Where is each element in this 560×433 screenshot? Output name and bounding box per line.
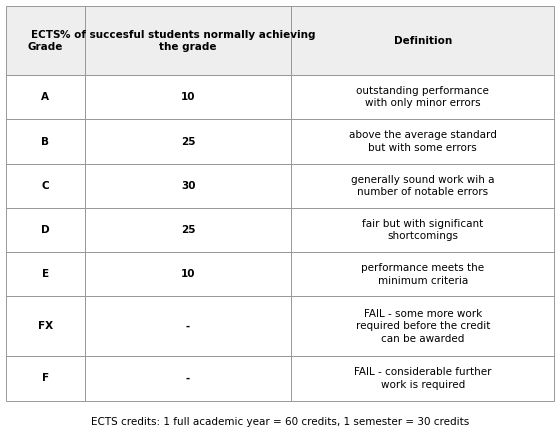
Bar xyxy=(6,120,85,164)
Bar xyxy=(85,164,291,208)
Text: 25: 25 xyxy=(181,225,195,235)
Text: 25: 25 xyxy=(181,136,195,146)
Bar xyxy=(291,208,554,252)
Bar xyxy=(6,208,85,252)
Bar xyxy=(291,356,554,401)
Bar xyxy=(85,208,291,252)
Text: generally sound work wih a
number of notable errors: generally sound work wih a number of not… xyxy=(351,174,494,197)
Text: 30: 30 xyxy=(181,181,195,191)
Bar xyxy=(6,164,85,208)
Text: FAIL - considerable further
work is required: FAIL - considerable further work is requ… xyxy=(354,367,492,390)
Bar xyxy=(6,297,85,356)
Text: D: D xyxy=(41,225,50,235)
Text: E: E xyxy=(42,269,49,279)
Bar xyxy=(85,164,291,208)
Text: ECTS credits: 1 full academic year = 60 credits, 1 semester = 30 credits: ECTS credits: 1 full academic year = 60 … xyxy=(91,417,469,427)
Text: -: - xyxy=(186,321,190,331)
Bar xyxy=(291,120,554,164)
Text: C: C xyxy=(41,181,49,191)
Bar xyxy=(85,6,291,75)
Bar xyxy=(85,75,291,120)
Bar xyxy=(6,120,85,164)
Bar xyxy=(6,297,85,356)
Bar xyxy=(291,120,554,164)
Bar xyxy=(6,252,85,297)
Text: 10: 10 xyxy=(181,92,195,102)
Text: fair but with significant
shortcomings: fair but with significant shortcomings xyxy=(362,219,483,241)
Text: A: A xyxy=(41,92,49,102)
Bar xyxy=(6,164,85,208)
Bar xyxy=(6,208,85,252)
Bar xyxy=(6,75,85,120)
Bar xyxy=(6,356,85,401)
Bar xyxy=(85,252,291,297)
Bar xyxy=(291,297,554,356)
Bar xyxy=(85,6,291,75)
Text: F: F xyxy=(42,373,49,383)
Bar xyxy=(6,252,85,297)
Bar xyxy=(291,75,554,120)
Bar xyxy=(6,6,85,75)
Text: B: B xyxy=(41,136,49,146)
Bar xyxy=(6,356,85,401)
Text: -: - xyxy=(186,373,190,383)
Bar xyxy=(291,6,554,75)
Text: ECTS
Grade: ECTS Grade xyxy=(27,29,63,52)
Text: outstanding performance
with only minor errors: outstanding performance with only minor … xyxy=(356,86,489,108)
Text: FAIL - some more work
required before the credit
can be awarded: FAIL - some more work required before th… xyxy=(356,309,490,344)
Bar xyxy=(85,120,291,164)
Bar xyxy=(85,208,291,252)
Text: FX: FX xyxy=(38,321,53,331)
Text: % of succesful students normally achieving
the grade: % of succesful students normally achievi… xyxy=(60,29,316,52)
Bar xyxy=(6,6,85,75)
Bar xyxy=(291,252,554,297)
Bar xyxy=(85,356,291,401)
Text: performance meets the
minimum criteria: performance meets the minimum criteria xyxy=(361,263,484,285)
Bar xyxy=(85,297,291,356)
Text: Definition: Definition xyxy=(394,36,452,46)
Bar xyxy=(291,297,554,356)
Bar xyxy=(85,120,291,164)
Bar xyxy=(291,252,554,297)
Bar xyxy=(291,164,554,208)
Bar xyxy=(85,252,291,297)
Bar xyxy=(291,164,554,208)
Bar xyxy=(6,75,85,120)
Text: above the average standard
but with some errors: above the average standard but with some… xyxy=(349,130,497,153)
Bar xyxy=(291,356,554,401)
Bar xyxy=(291,6,554,75)
Bar xyxy=(85,297,291,356)
Bar xyxy=(291,208,554,252)
Bar xyxy=(85,356,291,401)
Bar xyxy=(85,75,291,120)
Bar xyxy=(291,75,554,120)
Text: 10: 10 xyxy=(181,269,195,279)
